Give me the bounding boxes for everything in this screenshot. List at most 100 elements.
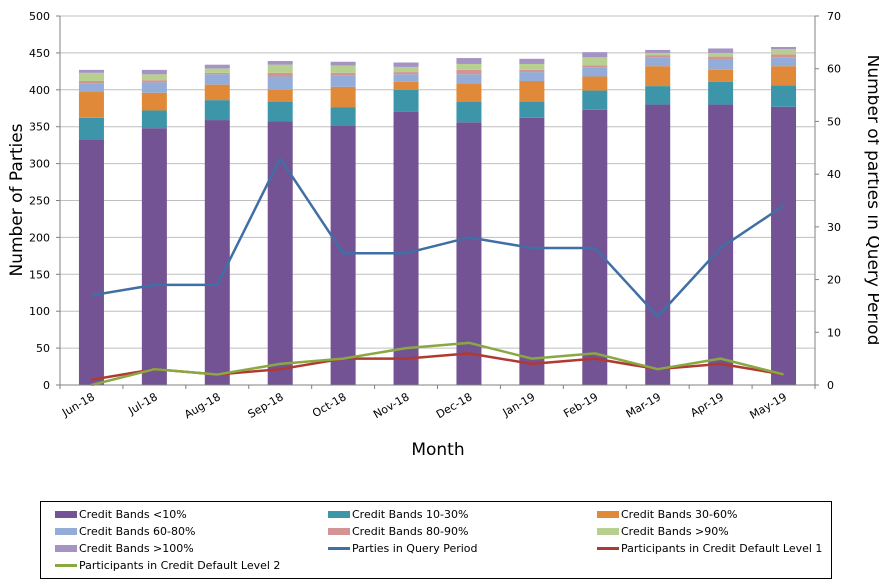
bar-credit-bands-30-60 <box>141 92 167 111</box>
bar-credit-bands-100 <box>771 46 797 50</box>
left-tick-label: 300 <box>29 158 50 171</box>
legend-label: Credit Bands >100% <box>79 541 194 555</box>
axes <box>56 15 819 389</box>
bar-credit-bands-10 <box>330 125 356 385</box>
bar-credit-bands-10-30 <box>771 85 797 107</box>
bar-credit-bands-60-80 <box>204 74 230 85</box>
bar-credit-bands-90 <box>393 66 419 73</box>
legend-swatch <box>597 527 619 535</box>
bar-credit-bands-30-60 <box>582 76 608 91</box>
bar-credit-bands-90 <box>330 65 356 73</box>
x-tick-label: Aug-18 <box>182 390 223 421</box>
bar-credit-bands-10-30 <box>645 86 671 105</box>
bar-credit-bands-60-80 <box>519 72 545 81</box>
bar-credit-bands-10 <box>519 117 545 386</box>
bar-credit-bands-80-90 <box>393 72 419 75</box>
y2-axis-title: Number of parties in Query Period <box>863 55 879 346</box>
right-tick-label: 50 <box>827 115 841 128</box>
legend-item-participants-in-credit-default-level-2: Participants in Credit Default Level 2 <box>55 557 280 573</box>
bar-credit-bands-10-30 <box>519 101 545 118</box>
right-tick-label: 60 <box>827 63 841 76</box>
bar-credit-bands-60-80 <box>330 75 356 87</box>
bar-credit-bands-60-80 <box>771 57 797 67</box>
bar-credit-bands-10 <box>267 121 293 385</box>
bar-credit-bands-90 <box>645 52 671 56</box>
left-tick-label: 100 <box>29 305 50 318</box>
series-lines <box>91 157 785 387</box>
legend-label: Parties in Query Period <box>352 541 478 555</box>
bar-credit-bands-100 <box>708 48 734 53</box>
left-tick-label: 400 <box>29 84 50 97</box>
bar-credit-bands-90 <box>456 63 482 70</box>
bar-credit-bands-10 <box>78 139 104 385</box>
bar-credit-bands-30-60 <box>771 66 797 86</box>
legend-swatch <box>597 510 619 518</box>
right-tick-label: 10 <box>827 326 841 339</box>
right-tick-label: 70 <box>827 10 841 23</box>
legend-item-parties-in-query-period: Parties in Query Period <box>328 540 478 556</box>
bar-credit-bands-80-90 <box>204 72 230 75</box>
left-tick-label: 50 <box>36 342 50 355</box>
bar-credit-bands-100 <box>78 69 104 73</box>
bar-credit-bands-60-80 <box>645 57 671 67</box>
legend-label: Credit Bands >90% <box>621 524 729 538</box>
x-tick-label: Jul-18 <box>125 390 159 417</box>
chart-area: 0 50 100 150 200 250 300 350 400 450 500 0 10 20 30 40… <box>7 10 879 460</box>
bar-credit-bands-100 <box>645 49 671 53</box>
bar-credit-bands-90 <box>204 68 230 73</box>
x-tick-label: Jun-18 <box>59 390 97 419</box>
bar-credit-bands-30-60 <box>267 89 293 102</box>
bar-credit-bands-30-60 <box>456 83 482 102</box>
bar-credit-bands-60-80 <box>582 67 608 77</box>
bar-credit-bands-60-80 <box>141 82 167 93</box>
bar-credit-bands-90 <box>267 64 293 73</box>
bar-credit-bands-30-60 <box>519 80 545 102</box>
bar-credit-bands-10 <box>771 106 797 386</box>
bar-credit-bands-10-30 <box>393 89 419 112</box>
legend-swatch <box>328 546 350 550</box>
legend-item-credit-bands-100: Credit Bands >100% <box>55 540 194 556</box>
bar-credit-bands-60-80 <box>456 74 482 84</box>
right-tick-label: 40 <box>827 168 841 181</box>
bar-credit-bands-30-60 <box>204 84 230 101</box>
bar-credit-bands-100 <box>456 58 482 64</box>
bar-credit-bands-10-30 <box>330 107 356 126</box>
legend-label: Credit Bands 10-30% <box>352 507 469 521</box>
bar-credit-bands-30-60 <box>645 66 671 87</box>
bar-credit-bands-90 <box>771 49 797 55</box>
bar-credit-bands-80-90 <box>330 72 356 76</box>
bar-credit-bands-60-80 <box>393 74 419 82</box>
legend-swatch <box>55 527 77 535</box>
y-axis-title: Number of Parties <box>7 123 27 276</box>
bar-credit-bands-10-30 <box>708 81 734 105</box>
x-axis-title: Month <box>411 440 464 460</box>
bar-credit-bands-80-90 <box>78 80 104 84</box>
bar-credit-bands-80-90 <box>771 54 797 58</box>
line-parties-in-query-period <box>91 157 785 318</box>
left-tick-label: 250 <box>29 195 50 208</box>
bar-credit-bands-10 <box>393 111 419 385</box>
right-tick-label: 30 <box>827 221 841 234</box>
bar-credit-bands-10-30 <box>456 101 482 123</box>
bar-credit-bands-10-30 <box>78 117 104 140</box>
x-tick-label: Jan-19 <box>500 390 538 419</box>
bar-credit-bands-90 <box>141 74 167 81</box>
legend-label: Credit Bands 80-90% <box>352 524 469 538</box>
x-tick-label: Mar-19 <box>624 390 663 420</box>
x-axis-ticks: Jun-18 Jul-18 Aug-18 Sep-18 Oct-18 Nov-18 Dec-… <box>59 390 789 422</box>
x-tick-label: Feb-19 <box>561 390 600 420</box>
line-participants-in-credit-default-level-2 <box>91 341 784 387</box>
left-tick-label: 450 <box>29 47 50 60</box>
bar-credit-bands-90 <box>708 52 734 57</box>
left-tick-label: 200 <box>29 231 50 244</box>
bar-credit-bands-90 <box>78 72 104 81</box>
bar-credit-bands-80-90 <box>582 65 608 68</box>
bar-credit-bands-90 <box>519 63 545 70</box>
bar-credit-bands-90 <box>582 57 608 66</box>
legend-item-credit-bands-10: Credit Bands <10% <box>55 506 187 522</box>
left-tick-label: 150 <box>29 268 50 281</box>
left-tick-label: 350 <box>29 121 50 134</box>
bar-credit-bands-100 <box>267 61 293 65</box>
bar-credit-bands-80-90 <box>267 72 293 77</box>
bars <box>78 46 797 386</box>
